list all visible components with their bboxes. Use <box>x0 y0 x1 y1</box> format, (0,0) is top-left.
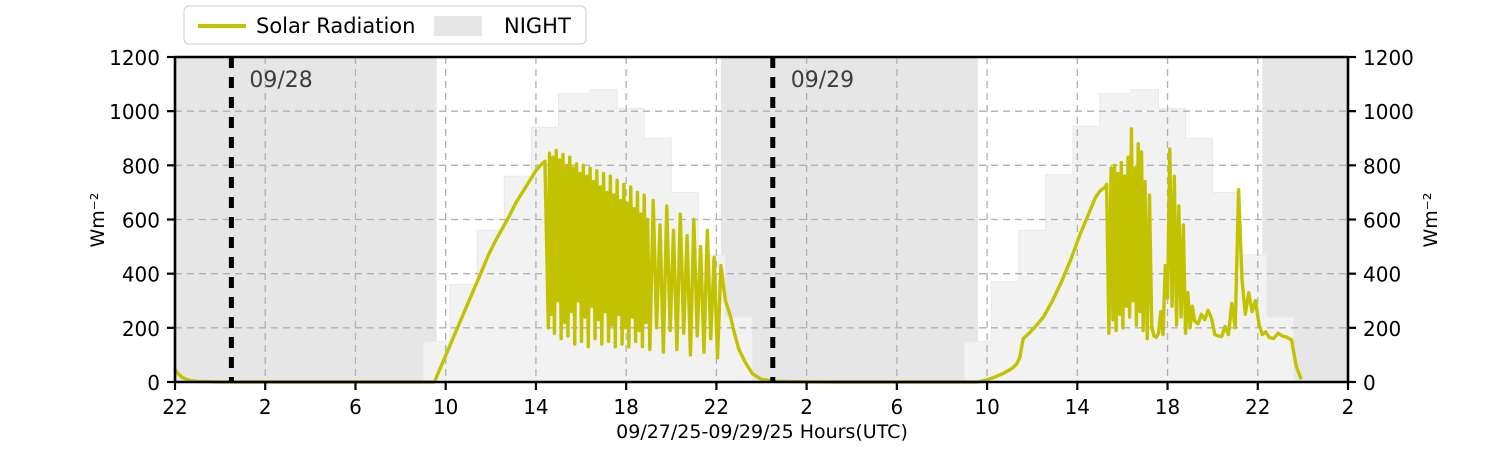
y-axis-label-right: Wm⁻² <box>1420 193 1442 248</box>
y-tick-label-right-1000: 1000 <box>1363 100 1414 124</box>
y-tick-label-right-200: 200 <box>1363 317 1401 341</box>
legend-label-night: NIGHT <box>504 14 571 38</box>
series-group <box>173 127 1303 384</box>
series-line-solar-radiation <box>173 127 1303 384</box>
x-gridlines <box>264 57 1259 382</box>
y-tick-label-right-600: 600 <box>1363 209 1401 233</box>
x-tick-label-5: 18 <box>613 395 638 419</box>
x-tick-label-7: 2 <box>800 395 813 419</box>
x-tick-label-1: 2 <box>259 395 272 419</box>
legend-label-solar-radiation: Solar Radiation <box>256 14 415 38</box>
y-tick-label-left-1000: 1000 <box>109 100 160 124</box>
legend-patch-swatch-night <box>434 16 482 36</box>
y-tick-label-left-0: 0 <box>147 371 160 395</box>
x-tick-label-0: 22 <box>162 395 187 419</box>
axis-ticks: 0 0 200 200 400 400 600 600 800 800 1000 1000 1200 12… <box>109 46 1414 419</box>
day-boundary-group: 09/28 09/29 <box>228 57 854 382</box>
y-tick-label-left-600: 600 <box>122 209 160 233</box>
y-tick-label-left-200: 200 <box>122 317 160 341</box>
legend-box <box>183 5 587 45</box>
x-tick-label-12: 22 <box>1245 395 1270 419</box>
y-tick-label-right-0: 0 <box>1363 371 1376 395</box>
day-boundary-label-09-28: 09/28 <box>249 68 312 93</box>
x-tick-label-9: 10 <box>974 395 999 419</box>
x-tick-label-11: 18 <box>1155 395 1180 419</box>
x-tick-label-10: 14 <box>1065 395 1090 419</box>
y-axis-label-left: Wm⁻² <box>87 193 109 248</box>
y-tick-label-right-1200: 1200 <box>1363 46 1414 70</box>
x-tick-label-6: 22 <box>704 395 729 419</box>
y-tick-label-right-800: 800 <box>1363 154 1401 178</box>
x-tick-label-8: 6 <box>890 395 903 419</box>
x-tick-label-13: 2 <box>1342 395 1355 419</box>
y-tick-label-left-800: 800 <box>122 154 160 178</box>
x-tick-label-2: 6 <box>349 395 362 419</box>
y-tick-label-left-400: 400 <box>122 263 160 287</box>
y-tick-label-left-1200: 1200 <box>109 46 160 70</box>
y-tick-label-right-400: 400 <box>1363 263 1401 287</box>
chart-legend[interactable]: Solar Radiation NIGHT <box>183 5 587 45</box>
day-boundary-label-09-29: 09/29 <box>791 68 854 93</box>
x-tick-label-3: 10 <box>433 395 458 419</box>
x-axis-label: 09/27/25-09/29/25 Hours(UTC) <box>616 421 908 443</box>
x-tick-label-4: 14 <box>523 395 548 419</box>
